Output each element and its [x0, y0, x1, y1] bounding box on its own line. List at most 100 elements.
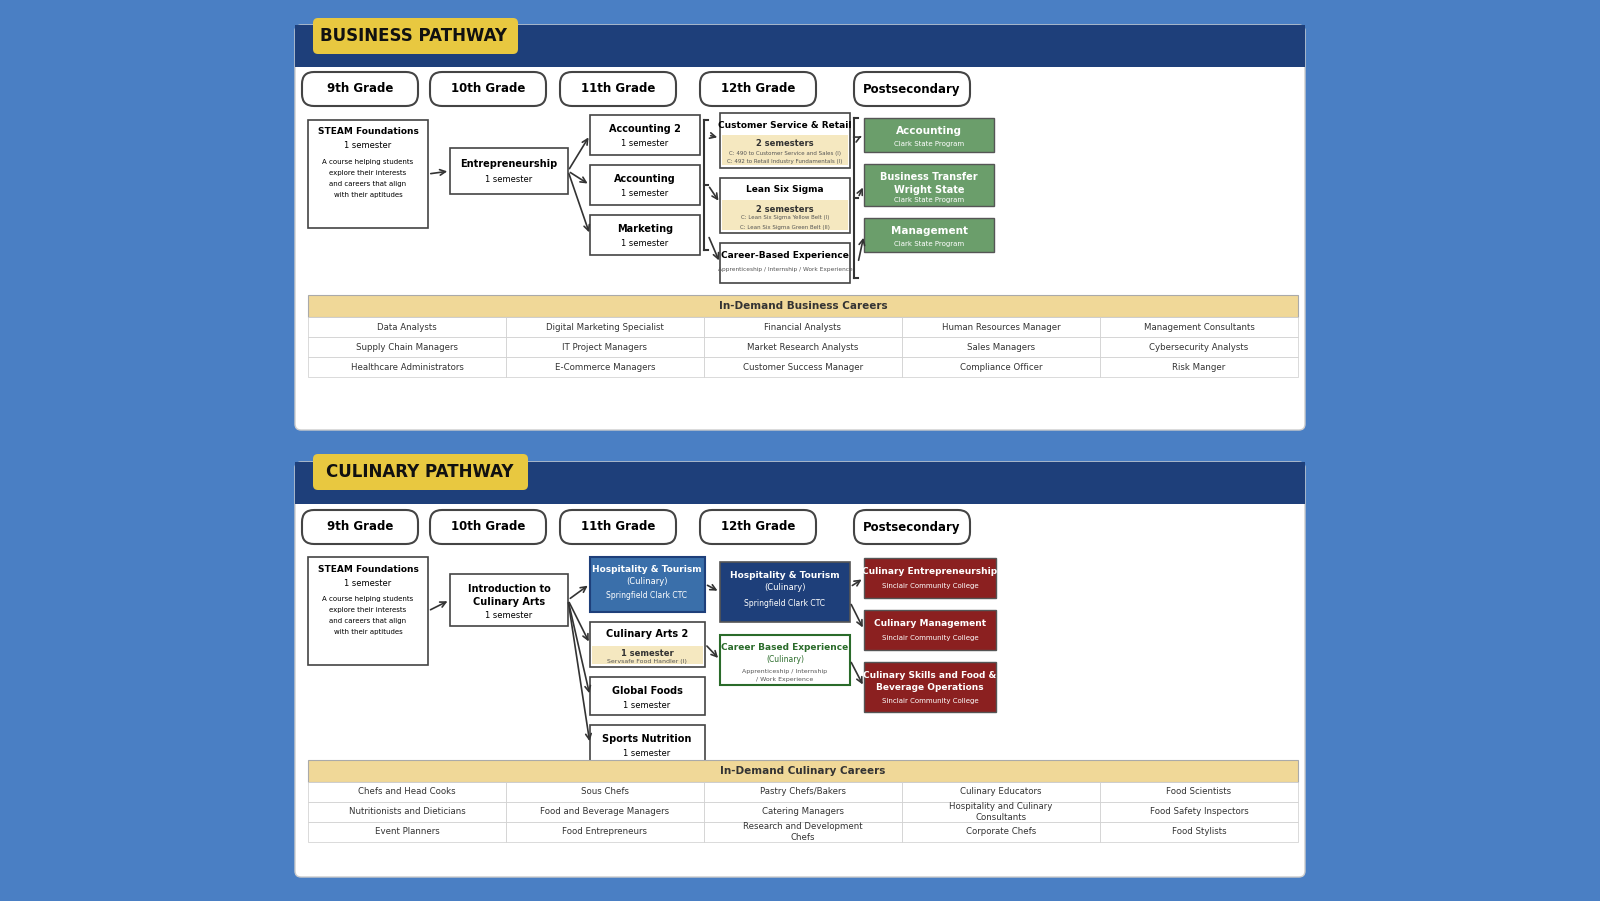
Text: In-Demand Business Careers: In-Demand Business Careers: [718, 301, 888, 311]
Bar: [294, 25, 1306, 67]
FancyBboxPatch shape: [560, 72, 675, 106]
FancyBboxPatch shape: [560, 510, 675, 544]
Text: Entrepreneurship: Entrepreneurship: [461, 159, 558, 169]
FancyBboxPatch shape: [314, 454, 528, 490]
Bar: [1101, 802, 1298, 822]
Text: 1 semester: 1 semester: [621, 650, 674, 659]
Bar: [590, 115, 701, 155]
Text: / Work Experience: / Work Experience: [757, 678, 814, 682]
Text: Customer Success Manager: Customer Success Manager: [742, 362, 862, 371]
Bar: [506, 822, 704, 842]
Text: Financial Analysts: Financial Analysts: [765, 323, 842, 332]
Text: C: Lean Six Sigma Yellow Belt (I): C: Lean Six Sigma Yellow Belt (I): [741, 215, 829, 221]
Bar: [704, 317, 902, 337]
Text: 10th Grade: 10th Grade: [451, 521, 525, 533]
Bar: [450, 574, 568, 626]
Bar: [902, 822, 1101, 842]
Bar: [1101, 357, 1298, 377]
Text: (Culinary): (Culinary): [626, 577, 667, 586]
Bar: [720, 562, 850, 622]
FancyBboxPatch shape: [430, 72, 546, 106]
Bar: [307, 782, 506, 802]
Bar: [506, 802, 704, 822]
Text: Supply Chain Managers: Supply Chain Managers: [355, 342, 458, 351]
Text: C: 490 to Customer Service and Sales (I): C: 490 to Customer Service and Sales (I): [730, 150, 842, 156]
Text: 1 semester: 1 semester: [624, 749, 670, 758]
Text: Servsafe Food Handler (I): Servsafe Food Handler (I): [606, 660, 686, 665]
Bar: [902, 357, 1101, 377]
Bar: [307, 557, 429, 665]
Text: Sales Managers: Sales Managers: [966, 342, 1035, 351]
Text: Culinary Arts: Culinary Arts: [474, 597, 546, 607]
Text: Food and Beverage Managers: Food and Beverage Managers: [541, 807, 669, 816]
Text: Marketing: Marketing: [618, 224, 674, 234]
Bar: [864, 662, 995, 712]
Text: Customer Service & Retail: Customer Service & Retail: [718, 121, 851, 130]
Text: Data Analysts: Data Analysts: [378, 323, 437, 332]
Text: E-Commerce Managers: E-Commerce Managers: [555, 362, 656, 371]
Bar: [902, 337, 1101, 357]
Text: Accounting: Accounting: [896, 126, 962, 136]
Text: IT Project Managers: IT Project Managers: [563, 342, 648, 351]
Bar: [294, 462, 1306, 504]
FancyBboxPatch shape: [294, 25, 1306, 430]
Bar: [864, 558, 995, 598]
Text: explore their interests: explore their interests: [330, 607, 406, 613]
Text: Event Planners: Event Planners: [374, 827, 440, 836]
Text: Corporate Chefs: Corporate Chefs: [966, 827, 1037, 836]
Bar: [590, 622, 706, 667]
Text: Wright State: Wright State: [894, 185, 965, 195]
Text: Food Entrepreneurs: Food Entrepreneurs: [563, 827, 648, 836]
Text: Food Stylists: Food Stylists: [1171, 827, 1226, 836]
Text: Sinclair Community College: Sinclair Community College: [882, 698, 978, 704]
Text: Beverage Operations: Beverage Operations: [877, 684, 984, 693]
Bar: [307, 317, 506, 337]
Text: 2 semesters: 2 semesters: [757, 205, 814, 214]
Text: 11th Grade: 11th Grade: [581, 83, 654, 96]
Bar: [307, 822, 506, 842]
Text: 1 semester: 1 semester: [485, 175, 533, 184]
Text: Springfield Clark CTC: Springfield Clark CTC: [744, 599, 826, 608]
Text: with their aptitudes: with their aptitudes: [334, 629, 402, 635]
Text: Nutritionists and Dieticians: Nutritionists and Dieticians: [349, 807, 466, 816]
Text: (Culinary): (Culinary): [765, 584, 806, 593]
Text: explore their interests: explore their interests: [330, 170, 406, 176]
Text: STEAM Foundations: STEAM Foundations: [317, 128, 419, 136]
Bar: [506, 782, 704, 802]
FancyBboxPatch shape: [854, 72, 970, 106]
Text: C: Lean Six Sigma Green Belt (II): C: Lean Six Sigma Green Belt (II): [741, 224, 830, 230]
Text: Sinclair Community College: Sinclair Community College: [882, 635, 978, 641]
Text: 9th Grade: 9th Grade: [326, 521, 394, 533]
Text: 12th Grade: 12th Grade: [722, 83, 795, 96]
Text: Chefs and Head Cooks: Chefs and Head Cooks: [358, 787, 456, 796]
Bar: [506, 337, 704, 357]
Text: Lean Six Sigma: Lean Six Sigma: [746, 186, 824, 195]
Bar: [592, 646, 702, 664]
Bar: [720, 178, 850, 233]
Text: Hospitality & Tourism: Hospitality & Tourism: [592, 565, 702, 574]
FancyBboxPatch shape: [430, 510, 546, 544]
Text: Introduction to: Introduction to: [467, 584, 550, 594]
Text: 1 semester: 1 semester: [344, 578, 392, 587]
Text: Sous Chefs: Sous Chefs: [581, 787, 629, 796]
Bar: [307, 337, 506, 357]
Text: Sports Nutrition: Sports Nutrition: [602, 734, 691, 744]
Text: In-Demand Culinary Careers: In-Demand Culinary Careers: [720, 766, 886, 776]
Text: Research and Development
Chefs: Research and Development Chefs: [742, 823, 862, 842]
Bar: [590, 165, 701, 205]
FancyBboxPatch shape: [701, 510, 816, 544]
Bar: [864, 218, 994, 252]
Text: C: 492 to Retail Industry Fundamentals (I): C: 492 to Retail Industry Fundamentals (…: [728, 159, 843, 165]
Text: Hospitality and Culinary
Consultants: Hospitality and Culinary Consultants: [949, 802, 1053, 822]
Text: Culinary Skills and Food &: Culinary Skills and Food &: [864, 670, 997, 679]
Text: Culinary Educators: Culinary Educators: [960, 787, 1042, 796]
Text: 1 semester: 1 semester: [624, 700, 670, 709]
Text: 2 semesters: 2 semesters: [757, 140, 814, 149]
Text: 1 semester: 1 semester: [621, 239, 669, 248]
Bar: [720, 635, 850, 685]
Bar: [902, 317, 1101, 337]
Bar: [902, 802, 1101, 822]
Text: Clark State Program: Clark State Program: [894, 197, 965, 203]
Text: Career-Based Experience: Career-Based Experience: [722, 250, 850, 259]
Text: 11th Grade: 11th Grade: [581, 521, 654, 533]
